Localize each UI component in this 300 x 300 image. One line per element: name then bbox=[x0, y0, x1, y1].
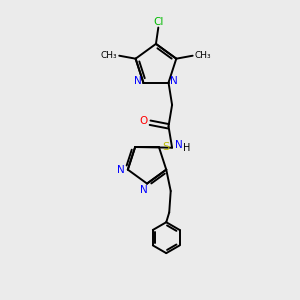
Text: N: N bbox=[170, 76, 178, 86]
Text: N: N bbox=[175, 140, 182, 150]
Text: S: S bbox=[162, 142, 169, 152]
Text: CH₃: CH₃ bbox=[195, 51, 212, 60]
Text: Cl: Cl bbox=[153, 16, 164, 27]
Text: H: H bbox=[183, 143, 190, 153]
Text: O: O bbox=[140, 116, 148, 126]
Text: N: N bbox=[134, 76, 142, 86]
Text: N: N bbox=[117, 165, 125, 175]
Text: CH₃: CH₃ bbox=[100, 51, 117, 60]
Text: N: N bbox=[140, 184, 148, 194]
